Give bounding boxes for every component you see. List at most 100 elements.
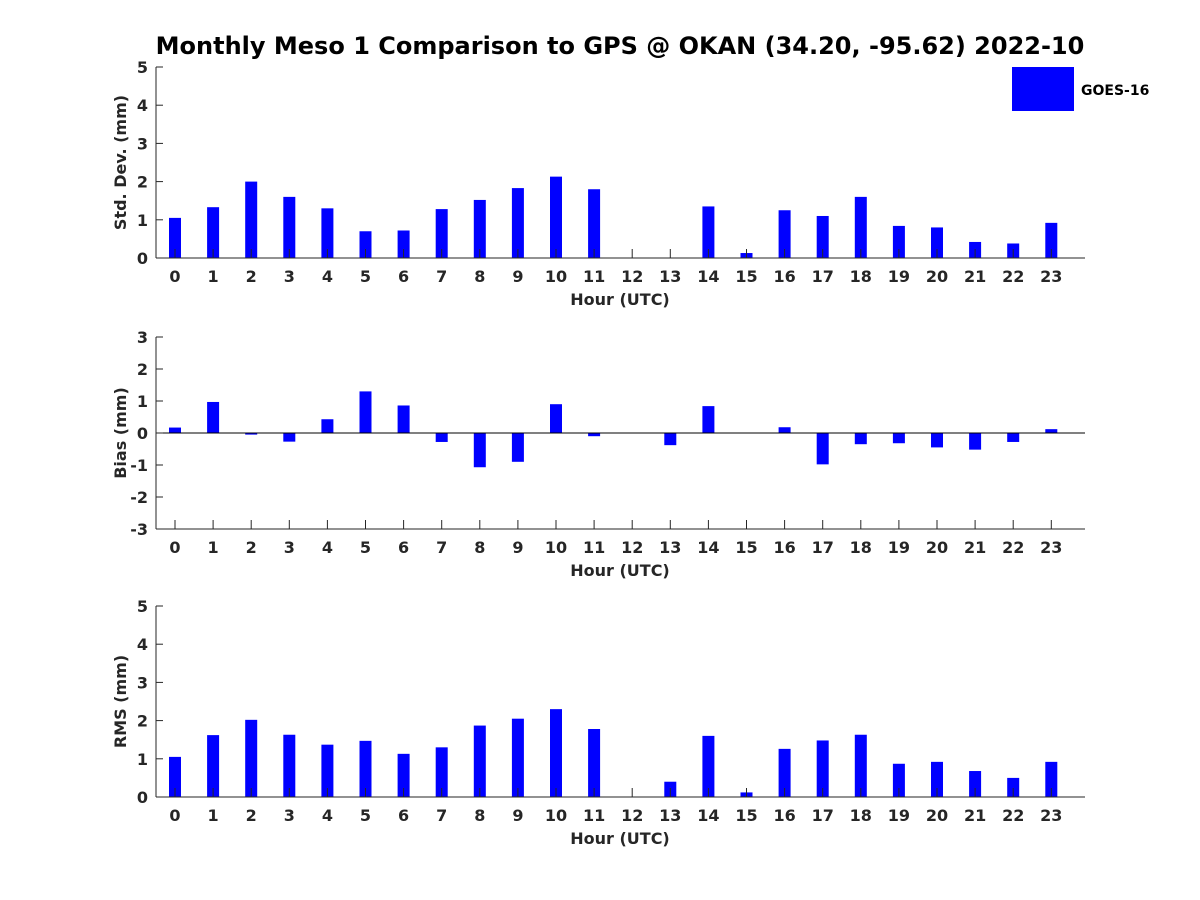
x-tick-label: 13 [659,806,681,825]
x-tick-label: 20 [926,806,948,825]
bar-hour-5 [359,231,372,258]
x-tick-label: 10 [545,538,567,557]
bar-hour-6 [397,230,410,258]
x-tick-label: 21 [964,806,986,825]
y-tick-label: 4 [137,96,148,115]
bar-hour-4 [321,419,334,433]
y-tick-label: 5 [137,58,148,77]
bar-hour-3 [283,734,296,797]
x-tick-label: 13 [659,267,681,286]
bar-hour-23 [1045,429,1058,433]
y-tick-label: -1 [130,456,148,475]
y-tick-label: 0 [137,424,148,443]
x-tick-label: 12 [621,267,643,286]
x-tick-label: 8 [474,538,485,557]
x-tick-label: 22 [1002,267,1024,286]
legend-swatch [1012,67,1074,111]
x-tick-label: 3 [284,806,295,825]
bar-hour-3 [283,433,296,442]
bar-hour-16 [778,748,791,797]
y-axis-label: Std. Dev. (mm) [111,95,130,230]
bar-hour-2 [245,181,258,258]
bar-hour-23 [1045,222,1058,258]
x-tick-label: 17 [812,267,834,286]
bar-hour-2 [245,719,258,797]
x-tick-label: 21 [964,538,986,557]
x-tick-label: 8 [474,806,485,825]
bar-hour-18 [854,734,867,797]
bar-hour-5 [359,740,372,797]
x-tick-label: 23 [1040,267,1062,286]
x-tick-label: 5 [360,267,371,286]
legend: GOES-16 [1012,67,1149,111]
bar-hour-0 [169,217,181,258]
bar-hour-17 [816,433,829,465]
x-tick-label: 10 [545,267,567,286]
bar-hour-23 [1045,761,1058,797]
x-tick-label: 0 [169,267,180,286]
x-tick-label: 19 [888,538,910,557]
x-tick-label: 16 [773,806,795,825]
bar-hour-14 [702,406,715,433]
bar-hour-7 [435,209,448,258]
x-tick-label: 3 [284,267,295,286]
y-axis-label: RMS (mm) [111,655,130,748]
bar-hour-0 [169,427,181,433]
x-tick-label: 5 [360,538,371,557]
bar-hour-11 [588,189,601,258]
bar-hour-6 [397,405,410,433]
x-tick-label: 9 [512,267,523,286]
bar-hour-3 [283,196,296,258]
bar-hour-9 [511,718,524,797]
x-tick-label: 1 [208,806,219,825]
bar-hour-7 [435,433,448,442]
y-tick-label: 2 [137,173,148,192]
y-tick-label: -3 [130,520,148,539]
bar-hour-19 [892,225,905,258]
bar-hour-11 [588,433,601,437]
x-tick-label: 6 [398,267,409,286]
chart-title: Monthly Meso 1 Comparison to GPS @ OKAN … [156,32,1085,60]
x-tick-label: 19 [888,267,910,286]
bar-hour-16 [778,427,791,433]
bar-hour-9 [511,188,524,258]
y-tick-label: 3 [137,134,148,153]
bar-hour-10 [550,404,562,433]
bar-hour-7 [435,747,448,797]
x-tick-label: 11 [583,806,605,825]
bar-hour-2 [245,433,258,435]
bar-hour-19 [892,433,905,444]
bar-hour-4 [321,208,334,258]
x-tick-label: 19 [888,806,910,825]
bar-hour-8 [473,725,486,797]
bar-hour-5 [359,391,372,433]
x-tick-label: 5 [360,806,371,825]
bar-hour-0 [169,756,181,797]
x-tick-label: 1 [208,267,219,286]
y-tick-label: -2 [130,488,148,507]
x-tick-label: 4 [322,806,333,825]
bar-hour-6 [397,753,410,797]
bar-hour-1 [207,207,220,258]
x-tick-label: 14 [697,267,719,286]
x-tick-label: 3 [284,538,295,557]
legend-label: GOES-16 [1081,83,1149,99]
x-tick-label: 0 [169,806,180,825]
bar-hour-21 [969,433,982,450]
bar-hour-14 [702,735,715,797]
x-tick-label: 7 [436,538,447,557]
x-tick-label: 18 [850,806,872,825]
bar-hour-20 [931,433,943,448]
y-tick-label: 2 [137,712,148,731]
x-tick-label: 22 [1002,538,1024,557]
bar-hour-17 [816,740,829,797]
y-tick-label: 1 [137,392,148,411]
x-tick-label: 14 [697,806,719,825]
y-tick-label: 0 [137,788,148,807]
x-tick-label: 17 [812,538,834,557]
x-tick-label: 4 [322,267,333,286]
y-tick-label: 4 [137,635,148,654]
bar-hour-22 [1007,777,1020,797]
